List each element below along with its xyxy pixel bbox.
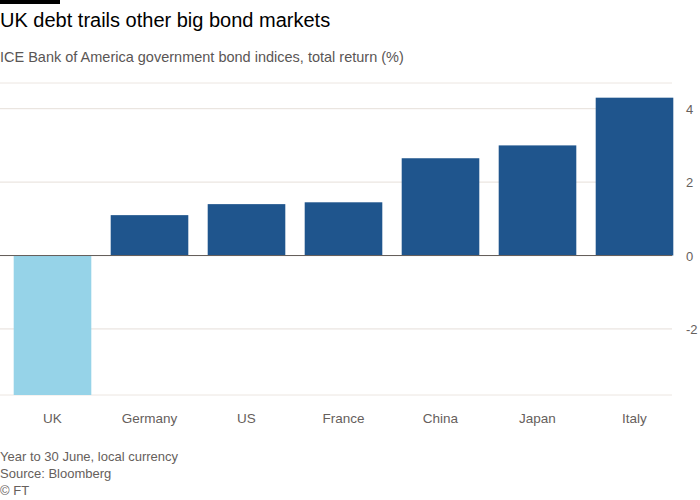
subtitle: ICE Bank of America government bond indi… — [0, 49, 404, 65]
chart-root: UK debt trails other big bond markets ICE… — [0, 0, 700, 500]
x-tick-label: Japan — [519, 411, 556, 426]
y-tick-label: 2 — [686, 175, 693, 190]
x-tick-label: Italy — [622, 411, 647, 426]
grid-line — [0, 328, 672, 329]
footnote: Year to 30 June, local currency — [0, 449, 179, 464]
x-tick-label: Germany — [122, 411, 178, 426]
grid-line — [0, 108, 672, 109]
chart-svg: UK debt trails other big bond markets ICE… — [0, 0, 700, 500]
footnote: © FT — [0, 483, 29, 498]
x-tick-label: France — [322, 411, 364, 426]
y-tick-label: 4 — [686, 102, 693, 117]
bar — [111, 215, 189, 255]
x-tick-label: UK — [43, 411, 62, 426]
x-tick-label: US — [237, 411, 256, 426]
bar — [208, 204, 286, 255]
bars — [14, 98, 674, 395]
grid-line — [0, 255, 672, 256]
y-tick-label: 0 — [686, 249, 693, 264]
bar — [499, 145, 577, 255]
x-tick-label: China — [423, 411, 459, 426]
footnote: Source: Bloomberg — [0, 466, 111, 481]
bar — [14, 256, 92, 395]
bar — [305, 202, 383, 255]
range-bottom — [0, 395, 672, 396]
title: UK debt trails other big bond markets — [0, 9, 330, 31]
range-top — [0, 83, 672, 84]
bar — [402, 158, 480, 255]
zero-line — [0, 255, 672, 256]
y-tick-label: -2 — [686, 322, 698, 337]
accent-bar — [0, 0, 60, 4]
bar — [596, 98, 674, 256]
